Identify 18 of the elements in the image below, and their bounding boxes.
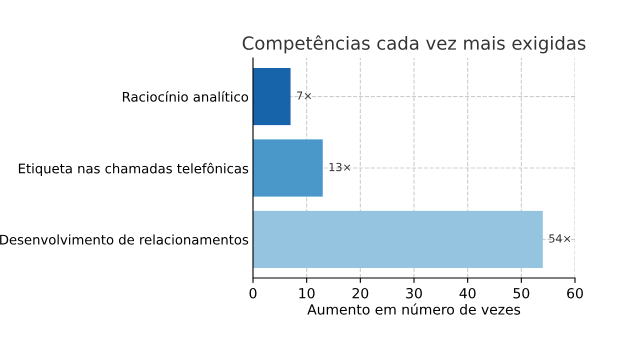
y-tick-label: Etiqueta nas chamadas telefônicas [18, 162, 248, 176]
data-label: 13× [330, 162, 350, 172]
bar [253, 210, 543, 268]
data-label: 54× [549, 234, 570, 243]
bar [253, 68, 291, 126]
x-tick-label: 0 [249, 288, 256, 298]
data-label: 7× [297, 92, 311, 100]
y-tick-label: Raciocínio analítico [122, 91, 248, 102]
x-tick-label: 40 [460, 288, 476, 298]
x-tick-label: 30 [406, 288, 422, 298]
y-tick-label: Desenvolvimento de relacionamentos [0, 234, 248, 245]
chart-title: Competências cada vez mais exigidas [242, 35, 586, 54]
x-axis-title: Aumento em número de vezes [307, 303, 520, 315]
x-tick-label: 60 [567, 288, 583, 298]
x-tick-label: 50 [514, 288, 530, 298]
x-tick-label: 10 [299, 288, 315, 298]
bar [253, 139, 323, 197]
x-tick-label: 20 [352, 288, 368, 298]
